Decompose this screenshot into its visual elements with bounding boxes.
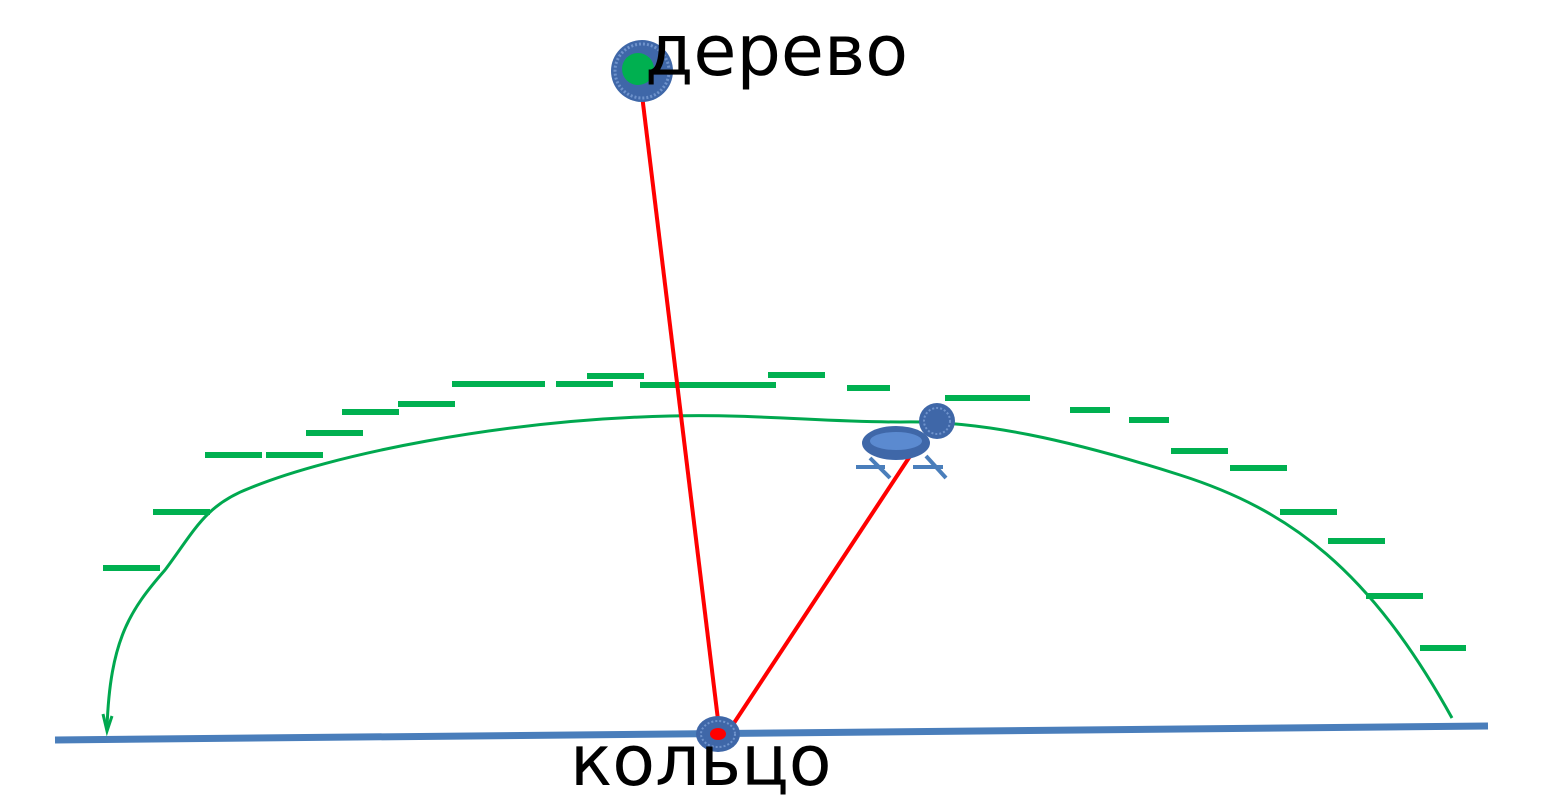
path-curve: [105, 414, 1454, 729]
tree-marker-icon: [611, 40, 673, 102]
animal-figure-icon: [856, 403, 955, 480]
arrow-head-icon: [101, 713, 114, 737]
ring-marker-icon: [696, 716, 740, 752]
dash-boundary: [103, 372, 1466, 651]
ring-label: кольцо: [570, 720, 832, 802]
tree-label: дерево: [645, 10, 908, 92]
sight-line-animal: [730, 436, 924, 728]
sight-line-tree: [640, 94, 721, 729]
ground-line: [54, 722, 1489, 744]
